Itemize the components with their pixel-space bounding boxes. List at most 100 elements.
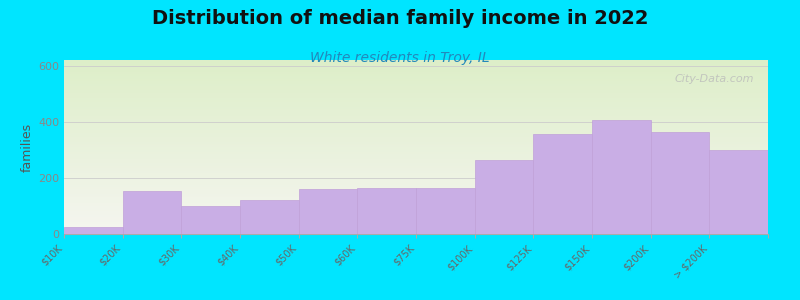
Bar [64, 151, 768, 152]
Bar [64, 105, 768, 107]
Bar [64, 62, 768, 64]
Bar [64, 143, 768, 145]
Bar [64, 131, 768, 133]
Bar [64, 161, 768, 163]
Bar [64, 64, 768, 65]
Bar [64, 126, 768, 128]
Bar [64, 133, 768, 135]
Bar [64, 79, 768, 81]
Bar [64, 201, 768, 203]
Bar [64, 180, 768, 182]
Bar [416, 188, 474, 234]
Bar [710, 150, 768, 234]
Bar [64, 199, 768, 201]
Bar [64, 136, 768, 138]
Bar [64, 149, 768, 151]
Bar [64, 192, 768, 194]
Bar [64, 107, 768, 109]
Bar [240, 200, 298, 234]
Bar [64, 69, 768, 70]
Bar [64, 178, 768, 180]
Bar [64, 97, 768, 98]
Bar [64, 213, 768, 215]
Text: Distribution of median family income in 2022: Distribution of median family income in … [152, 9, 648, 28]
Bar [64, 117, 768, 119]
Bar [64, 230, 768, 232]
Bar [64, 81, 768, 82]
Bar [64, 82, 768, 84]
Bar [64, 227, 768, 229]
Bar [64, 147, 768, 149]
Bar [64, 225, 768, 227]
Bar [64, 121, 768, 123]
Bar [64, 91, 768, 93]
Bar [64, 229, 768, 230]
Bar [64, 103, 768, 105]
Bar [64, 114, 768, 116]
Bar [64, 224, 768, 225]
Bar [64, 189, 768, 190]
Bar [64, 194, 768, 196]
Bar [122, 190, 182, 234]
Bar [64, 197, 768, 199]
Bar [64, 123, 768, 124]
Bar [64, 184, 768, 185]
Bar [64, 158, 768, 159]
Bar [64, 110, 768, 112]
Bar [298, 189, 358, 234]
Bar [64, 182, 768, 184]
Bar [64, 86, 768, 88]
Bar [64, 119, 768, 121]
Y-axis label: families: families [21, 122, 34, 172]
Bar [64, 156, 768, 158]
Bar [592, 120, 650, 234]
Bar [64, 215, 768, 217]
Bar [64, 93, 768, 95]
Bar [64, 112, 768, 114]
Bar [64, 98, 768, 100]
Bar [64, 163, 768, 164]
Bar [64, 177, 768, 178]
Bar [64, 65, 768, 67]
Text: White residents in Troy, IL: White residents in Troy, IL [310, 51, 490, 65]
Bar [358, 188, 416, 234]
Bar [64, 88, 768, 90]
Bar [64, 196, 768, 197]
Bar [64, 90, 768, 91]
Bar [64, 72, 768, 74]
Bar [64, 166, 768, 168]
Bar [64, 130, 768, 131]
Bar [64, 217, 768, 218]
Bar [64, 77, 768, 79]
Bar [64, 173, 768, 175]
Bar [64, 175, 768, 177]
Bar [64, 204, 768, 206]
Bar [64, 185, 768, 187]
Bar [64, 67, 768, 69]
Bar [64, 116, 768, 117]
Bar [64, 102, 768, 103]
Bar [64, 220, 768, 222]
Bar [64, 135, 768, 137]
Bar [64, 159, 768, 161]
Bar [64, 227, 122, 234]
Bar [650, 132, 710, 234]
Bar [64, 171, 768, 173]
Bar [64, 140, 768, 142]
Bar [64, 187, 768, 189]
Bar [64, 222, 768, 224]
Bar [64, 138, 768, 140]
Bar [64, 168, 768, 170]
Text: City-Data.com: City-Data.com [674, 74, 754, 84]
Bar [64, 124, 768, 126]
Bar [64, 212, 768, 213]
Bar [64, 128, 768, 130]
Bar [64, 109, 768, 110]
Bar [64, 203, 768, 204]
Bar [64, 84, 768, 86]
Bar [64, 190, 768, 192]
Bar [64, 218, 768, 220]
Bar [64, 232, 768, 234]
Bar [182, 206, 240, 234]
Bar [474, 160, 534, 234]
